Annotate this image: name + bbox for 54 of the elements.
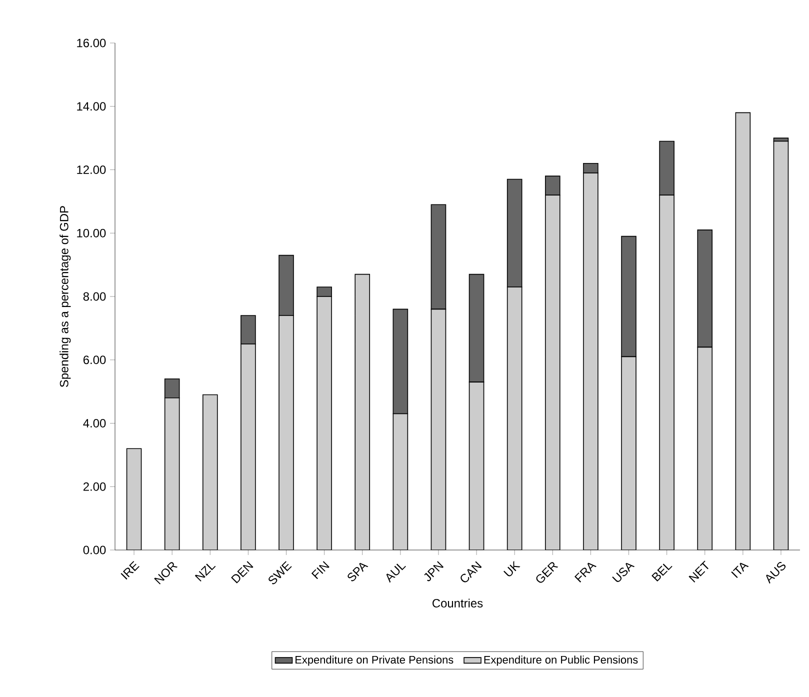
bar bbox=[697, 346, 713, 550]
y-tick-label: 0.00 bbox=[83, 546, 106, 554]
legend-label: Expenditure on Private Pensions bbox=[296, 656, 454, 666]
bar bbox=[735, 112, 751, 550]
x-tick-label: IRE bbox=[120, 560, 140, 580]
bar bbox=[164, 398, 180, 550]
x-tick-label: NZL bbox=[194, 564, 216, 582]
bar bbox=[583, 172, 598, 550]
x-tick-label: FRA bbox=[574, 562, 597, 582]
bar bbox=[240, 315, 256, 344]
y-axis-title: Spending as a percentage of GDP bbox=[60, 206, 71, 388]
bar bbox=[316, 286, 332, 297]
x-tick-label: BEL bbox=[652, 564, 672, 582]
bar bbox=[126, 448, 142, 550]
bar bbox=[468, 274, 484, 382]
y-tick-label: 12.00 bbox=[77, 166, 106, 174]
bar bbox=[240, 344, 256, 550]
bar bbox=[544, 176, 560, 196]
bar bbox=[354, 274, 370, 550]
x-tick-label: UK bbox=[504, 560, 520, 576]
bar bbox=[621, 236, 636, 358]
bar bbox=[392, 308, 408, 414]
y-tick-label: 2.00 bbox=[83, 482, 106, 491]
bar bbox=[697, 230, 713, 348]
legend-label: Expenditure on Public Pensions bbox=[484, 656, 638, 666]
x-tick-label: SPA bbox=[348, 562, 368, 582]
bar bbox=[392, 413, 408, 550]
bar bbox=[621, 356, 636, 550]
y-tick-label: 8.00 bbox=[83, 292, 106, 301]
x-tick-label: AUL bbox=[386, 564, 406, 583]
bar bbox=[506, 178, 522, 288]
x-tick-label: FIN bbox=[311, 561, 330, 580]
bar bbox=[430, 308, 446, 550]
bar bbox=[773, 140, 789, 550]
bar bbox=[544, 194, 560, 550]
bar bbox=[278, 254, 294, 316]
bar bbox=[430, 204, 446, 310]
x-tick-label: USA bbox=[612, 562, 635, 582]
bar bbox=[659, 194, 674, 550]
x-tick-label: ITA bbox=[731, 562, 749, 578]
bar bbox=[468, 382, 484, 550]
y-tick-label: 14.00 bbox=[77, 102, 106, 111]
bar bbox=[506, 286, 522, 550]
x-axis-title: Countries bbox=[432, 598, 483, 608]
bar bbox=[278, 315, 294, 550]
y-tick-label: 10.00 bbox=[77, 228, 106, 238]
bar bbox=[583, 163, 598, 174]
y-tick-label: 16.00 bbox=[77, 38, 106, 48]
bar bbox=[659, 140, 674, 196]
bar bbox=[316, 296, 332, 550]
y-tick-label: 4.00 bbox=[83, 419, 106, 428]
y-tick-label: 6.00 bbox=[83, 356, 106, 364]
bar bbox=[164, 378, 180, 398]
bar bbox=[202, 394, 218, 550]
